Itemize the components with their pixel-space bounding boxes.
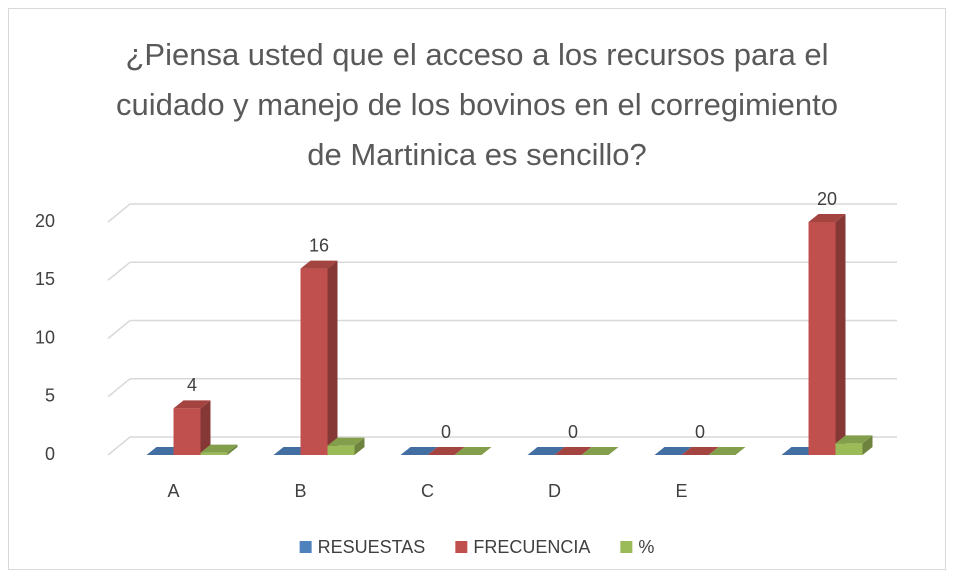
x-tick-label: C <box>421 481 434 501</box>
bar-top <box>300 260 338 269</box>
legend-swatch <box>455 541 468 553</box>
bar-top <box>327 437 365 446</box>
y-tick-label: 5 <box>45 386 55 406</box>
legend-swatch <box>299 541 312 553</box>
data-label: 4 <box>187 375 197 395</box>
y-tick-label: 20 <box>35 211 55 231</box>
bar-side <box>354 437 365 455</box>
grid-line-side <box>107 261 131 281</box>
chart-border <box>8 8 946 570</box>
bar-side <box>200 400 211 455</box>
bar-top <box>527 447 565 455</box>
bar-front <box>835 443 863 455</box>
x-tick-label: A <box>167 481 179 501</box>
bar-top <box>808 214 846 222</box>
bar-top <box>835 435 873 444</box>
bar-top <box>200 444 238 453</box>
bar-side <box>227 444 238 455</box>
x-tick-label: E <box>675 481 687 501</box>
data-label: 0 <box>568 422 578 442</box>
x-tick-label: B <box>294 481 306 501</box>
bar-top <box>581 447 619 455</box>
grid-line-side <box>107 319 131 340</box>
y-tick-label: 0 <box>45 444 55 464</box>
data-label: 0 <box>441 422 451 442</box>
y-tick-label: 10 <box>35 327 55 347</box>
legend-label: % <box>638 537 654 557</box>
bar-side <box>862 435 873 455</box>
bar-top <box>554 447 592 455</box>
bar-top <box>400 447 438 455</box>
bar-front <box>808 222 836 455</box>
y-tick-label: 15 <box>35 269 55 289</box>
bar-top <box>173 400 211 409</box>
chart-title: ¿Piensa usted que el acceso a los recurs… <box>115 37 839 172</box>
bar-front <box>173 408 201 455</box>
grid-line-side <box>107 436 131 456</box>
bar-top <box>454 447 492 455</box>
legend-label: RESUESTAS <box>318 537 426 557</box>
bar-front <box>327 445 355 455</box>
grid-line-side <box>107 203 131 223</box>
data-label: 0 <box>695 422 705 442</box>
bar-top <box>708 447 746 455</box>
data-label: 20 <box>817 189 837 209</box>
legend-swatch <box>620 541 633 553</box>
x-tick-label: D <box>548 481 561 501</box>
bar-top <box>427 447 465 455</box>
bar-top <box>681 447 719 455</box>
bar-front <box>200 452 228 455</box>
bar-front <box>300 268 328 455</box>
data-label: 16 <box>309 235 329 255</box>
bar-top <box>654 447 692 455</box>
grid-line-side <box>107 378 131 398</box>
bar-side <box>835 214 846 455</box>
bar-side <box>327 260 338 455</box>
legend-label: FRECUENCIA <box>473 537 590 557</box>
